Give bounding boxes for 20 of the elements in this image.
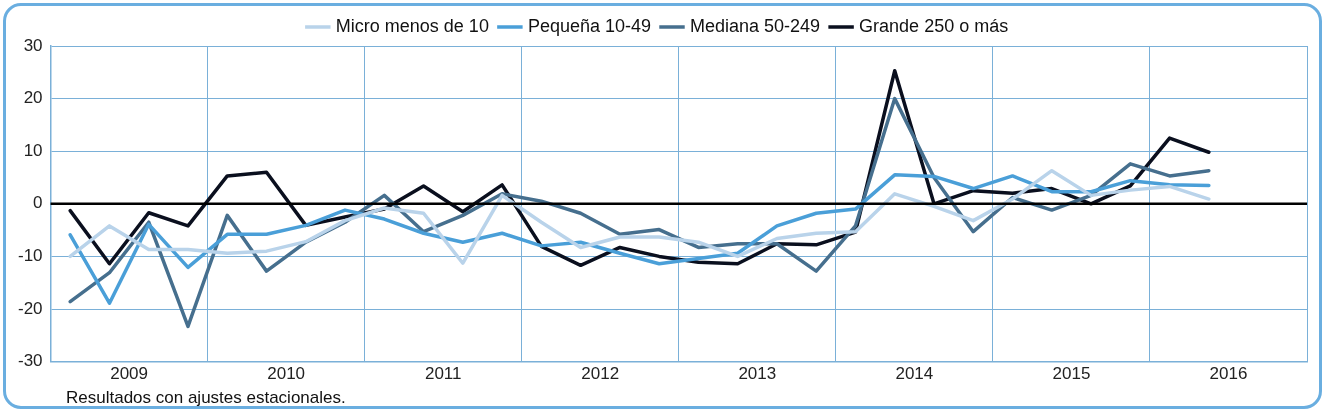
y-tick-label: 10 [23,140,43,160]
text: Resultados con ajustes estacionales. [66,388,346,408]
y-tick-label: -30 [17,351,43,371]
x-tick-label: 2009 [110,364,149,384]
x-tick-label: 2010 [267,364,306,384]
y-tick-label: 20 [23,88,43,108]
y-tick-label: 0 [33,193,43,213]
x-tick-label: 2015 [1052,364,1091,384]
y-tick-label: -10 [17,246,43,266]
legend-label: Grande 250 o más [859,15,1009,36]
legend-label: Mediana 50-249 [690,15,821,36]
x-tick-label: 2011 [424,364,462,384]
y-tick-label: -20 [17,298,43,318]
y-tick-label: 30 [23,35,43,55]
x-tick-label: 2012 [581,364,620,384]
legend-label: Micro menos de 10 [335,15,489,36]
x-tick-label: 2013 [738,364,777,384]
x-tick-label: 2014 [895,364,934,384]
x-tick-label: 2016 [1209,364,1248,384]
legend-label: Pequeña 10-49 [527,15,651,36]
